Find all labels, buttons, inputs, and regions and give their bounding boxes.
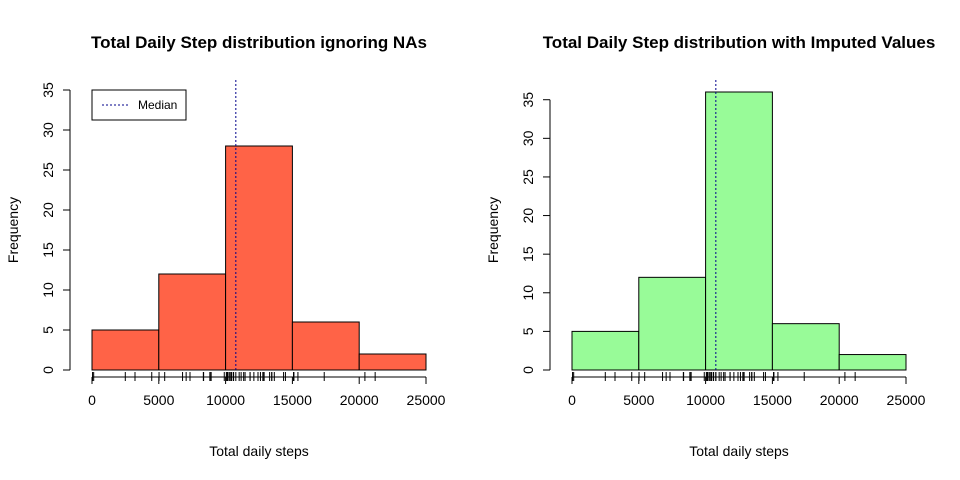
- histogram-bar: [225, 145, 293, 371]
- x-tick-label: 5000: [143, 392, 174, 408]
- x-axis-label: Total daily steps: [209, 443, 309, 459]
- histogram-bar: [705, 91, 773, 371]
- histogram-bar: [91, 329, 160, 371]
- y-tick-label: 30: [40, 122, 56, 138]
- x-tick-label: 15000: [753, 392, 792, 408]
- y-tick-label: 0: [40, 366, 56, 374]
- x-tick-label: 0: [88, 392, 96, 408]
- x-tick-label: 10000: [686, 392, 725, 408]
- y-tick-label: 25: [40, 162, 56, 178]
- x-tick-label: 20000: [820, 392, 859, 408]
- histogram-panel-imputed: Total Daily Step distribution with Imput…: [485, 33, 935, 459]
- histogram-bar: [158, 273, 227, 371]
- histogram-bar: [571, 330, 640, 371]
- histogram-panel-ignoring-nas: Total Daily Step distribution ignoring N…: [5, 33, 446, 459]
- x-tick-label: 25000: [407, 392, 446, 408]
- x-tick-label: 0: [568, 392, 576, 408]
- histogram-bar: [771, 323, 840, 371]
- y-tick-label: 5: [520, 327, 536, 335]
- y-tick-label: 0: [520, 366, 536, 374]
- y-tick-label: 30: [520, 130, 536, 146]
- y-tick-label: 20: [40, 202, 56, 218]
- chart-title: Total Daily Step distribution with Imput…: [543, 33, 936, 52]
- y-tick-label: 10: [40, 282, 56, 298]
- y-axis-label: Frequency: [5, 197, 21, 263]
- x-tick-label: 20000: [340, 392, 379, 408]
- y-tick-label: 15: [40, 242, 56, 258]
- y-tick-label: 5: [40, 326, 56, 334]
- histogram-bar: [291, 321, 360, 371]
- chart-legend: Median: [91, 89, 187, 121]
- x-axis-label: Total daily steps: [689, 443, 789, 459]
- y-tick-label: 35: [520, 92, 536, 108]
- y-tick-label: 15: [520, 246, 536, 262]
- chart-title: Total Daily Step distribution ignoring N…: [91, 33, 427, 52]
- y-tick-label: 10: [520, 285, 536, 301]
- histogram-bar: [638, 276, 707, 371]
- histogram-bar: [358, 353, 427, 371]
- y-tick-label: 35: [40, 82, 56, 98]
- histogram-bar: [838, 354, 907, 371]
- x-tick-label: 10000: [206, 392, 245, 408]
- legend-median-label: Median: [138, 98, 177, 112]
- y-axis-label: Frequency: [485, 197, 501, 263]
- x-tick-label: 15000: [273, 392, 312, 408]
- x-tick-label: 25000: [887, 392, 926, 408]
- y-tick-label: 25: [520, 169, 536, 185]
- y-tick-label: 20: [520, 208, 536, 224]
- x-tick-label: 5000: [623, 392, 654, 408]
